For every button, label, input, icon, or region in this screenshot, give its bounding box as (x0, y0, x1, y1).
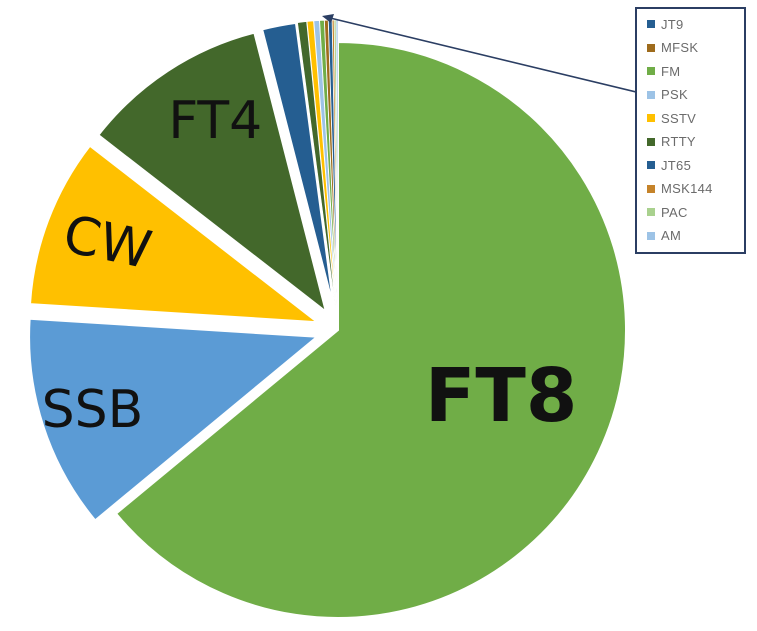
legend-item-rtty: RTTY (647, 132, 696, 152)
legend-swatch (647, 231, 655, 240)
legend-item-msk144: MSK144 (647, 179, 713, 199)
pie-slice-ft4 (96, 31, 328, 315)
legend-item-am: AM (647, 226, 681, 246)
legend-swatch (647, 67, 655, 75)
legend-swatch (647, 161, 655, 169)
pie-slice-rtty (297, 21, 336, 309)
slice-label-ft8: FT8 (425, 353, 578, 439)
legend-item-psk: PSK (647, 85, 688, 105)
pie-slice-fm (319, 19, 338, 309)
legend-swatch (647, 43, 655, 52)
pie-slices (28, 19, 627, 619)
pie-slice-ssb (28, 317, 320, 522)
legend-label: PSK (661, 87, 688, 102)
chart-legend: JT9 MFSK FM PSK SSTV RTTY JT65 MSK144 PAC AM (635, 7, 746, 254)
legend-swatch (647, 90, 655, 99)
slice-label-ssb: SSB (42, 380, 144, 440)
pie-slice-sstv (306, 20, 337, 309)
pie-slice-ft8 (114, 40, 627, 619)
legend-item-jt9: JT9 (647, 14, 684, 34)
slice-label-ft4: FT4 (168, 91, 262, 151)
legend-label: SSTV (661, 110, 697, 126)
pie-slice-psk (313, 20, 337, 309)
legend-swatch (647, 20, 655, 28)
legend-swatch (647, 184, 655, 193)
legend-label: RTTY (661, 134, 696, 149)
legend-label: AM (661, 228, 682, 243)
legend-item-fm: FM (647, 61, 680, 81)
legend-callout-arrow (322, 14, 637, 93)
pie-slice-cw (28, 144, 321, 324)
legend-label: MSK144 (661, 181, 713, 196)
legend-item-jt65: JT65 (647, 155, 691, 175)
legend-swatch (647, 114, 655, 122)
legend-item-sstv: SSTV (647, 108, 696, 128)
legend-label: JT65 (661, 157, 692, 173)
legend-label: PAC (661, 204, 688, 220)
legend-swatch (647, 137, 655, 146)
legend-swatch (647, 208, 655, 216)
legend-item-pac: PAC (647, 202, 688, 222)
legend-label: FM (661, 63, 681, 79)
legend-item-mfsk: MFSK (647, 38, 698, 58)
legend-label: JT9 (661, 16, 684, 32)
pie-slice-jt65 (260, 21, 335, 309)
legend-label: MFSK (661, 40, 699, 55)
